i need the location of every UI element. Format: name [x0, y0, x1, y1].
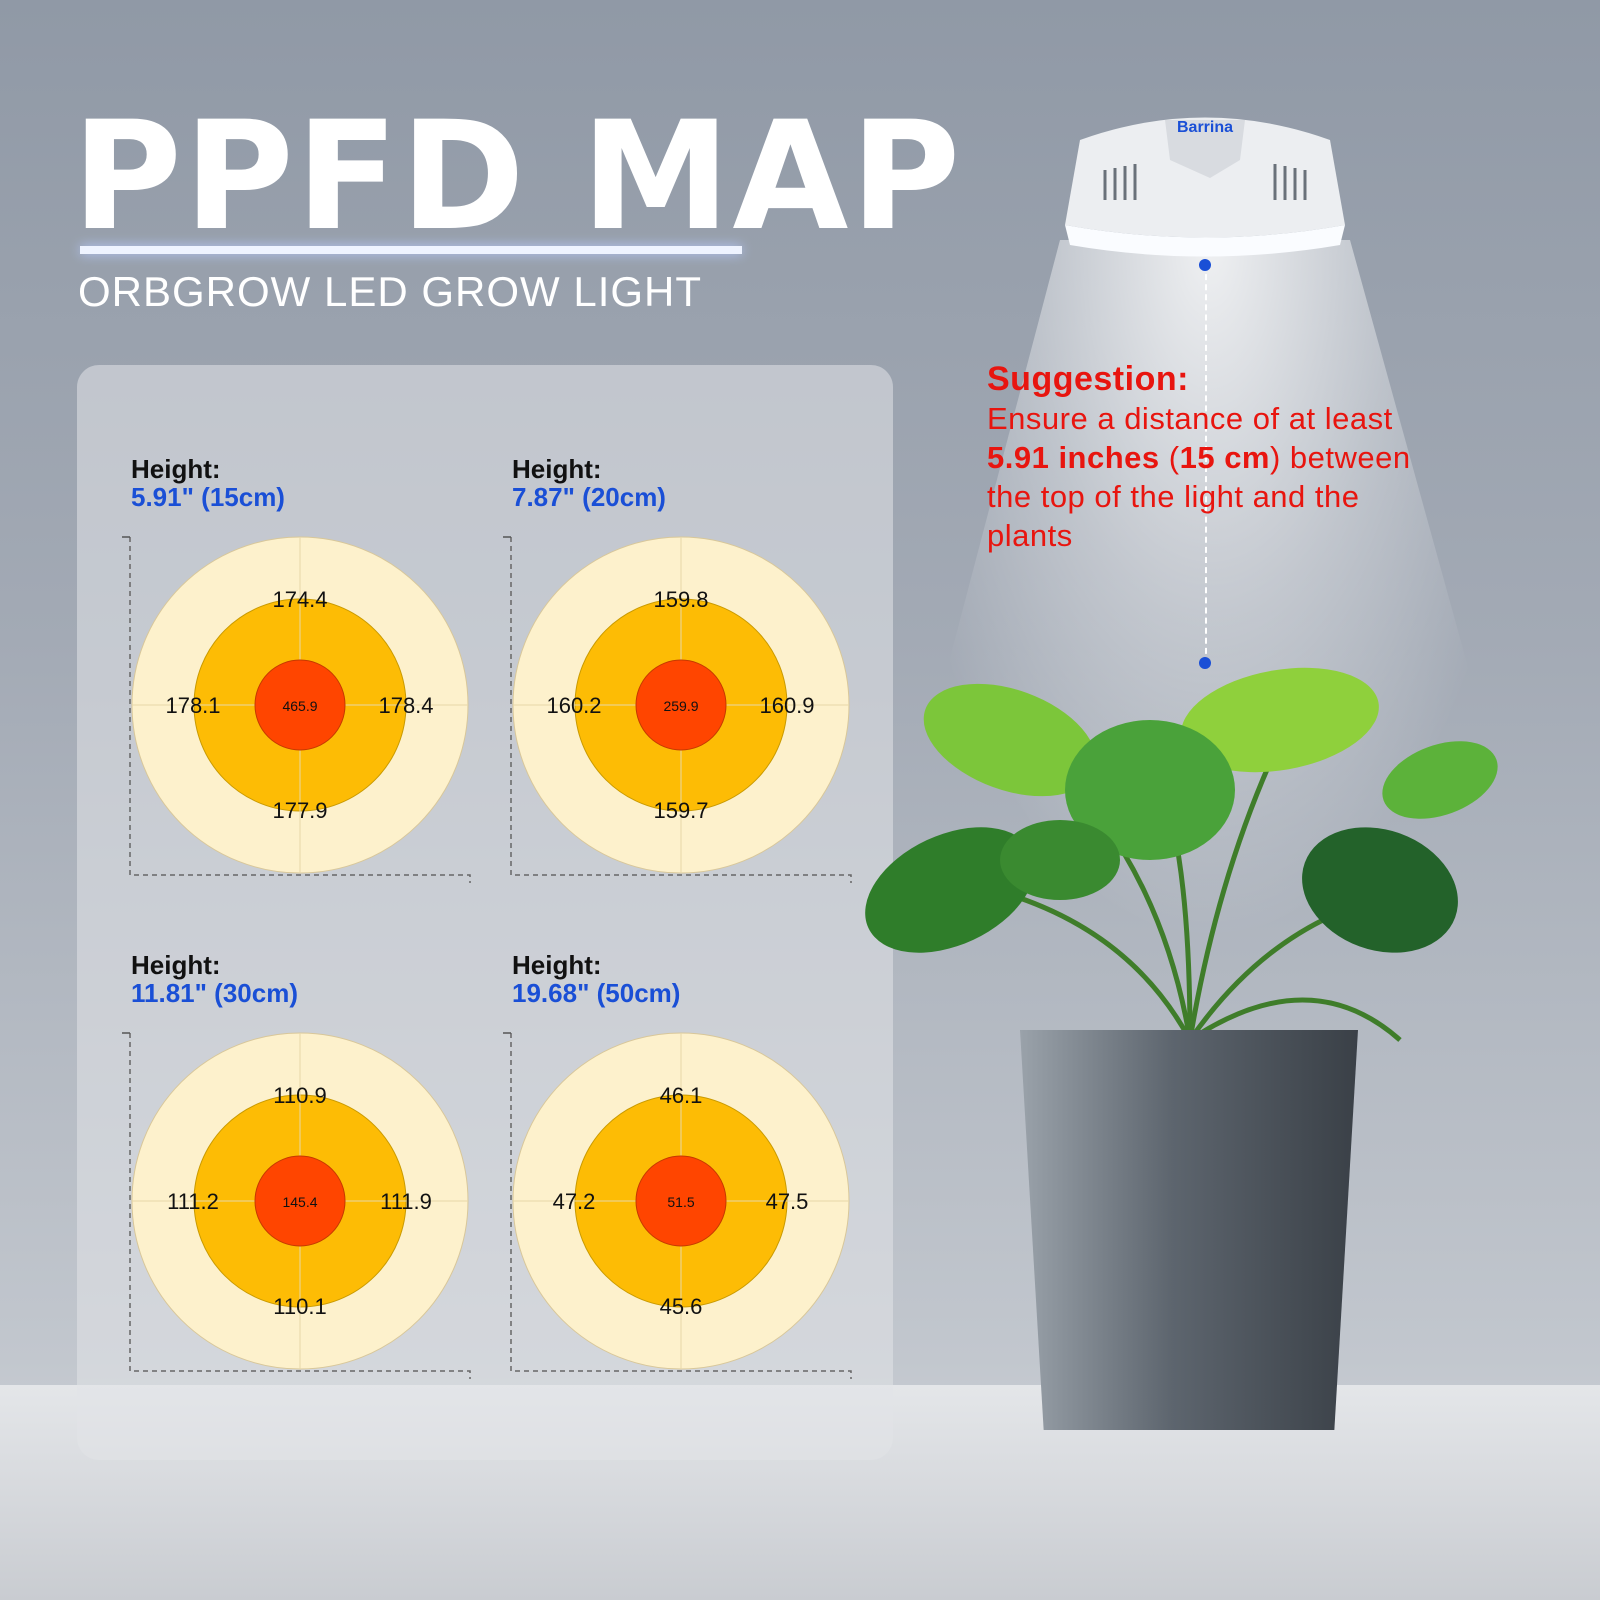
height-key: Height: — [512, 454, 602, 484]
value-left: 47.2 — [553, 1189, 596, 1214]
suggestion-note: Suggestion: Ensure a distance of at leas… — [987, 360, 1487, 555]
lamp-brand-logo: Barrina — [1177, 119, 1233, 136]
height-key: Height: — [131, 454, 221, 484]
height-label: Height: 19.68" (50cm) — [512, 951, 680, 1007]
value-top: 159.8 — [653, 587, 708, 612]
plant-marker-dot — [1199, 657, 1211, 669]
suggestion-line4: plants — [987, 518, 1073, 553]
grow-light-lamp: Barrina — [1060, 100, 1350, 260]
monstera-plant — [860, 660, 1500, 1090]
ppfd-map: 159.8 160.2 160.9 159.7 259.9 — [503, 536, 856, 883]
center-zone — [635, 659, 727, 751]
suggestion-line2-rest: ) between — [1270, 440, 1411, 475]
suggestion-line1: Ensure a distance of at least — [987, 401, 1393, 436]
value-right: 111.9 — [380, 1189, 432, 1214]
value-bottom: 177.9 — [272, 798, 327, 823]
dimension-bracket — [129, 1033, 471, 1379]
center-zone — [254, 659, 346, 751]
center-zone — [254, 1155, 346, 1247]
height-label: Height: 7.87" (20cm) — [512, 455, 666, 511]
ppfd-map: 110.9 111.2 111.9 110.1 145.4 — [122, 1032, 475, 1379]
ppfd-map: 174.4 178.1 178.4 177.9 465.9 — [122, 536, 475, 883]
height-value: 19.68" (50cm) — [512, 978, 681, 1008]
plant-pot — [1020, 1030, 1358, 1430]
lamp-marker-dot — [1199, 259, 1211, 271]
suggestion-title: Suggestion: — [987, 360, 1189, 398]
value-center: 259.9 — [663, 698, 698, 714]
value-top: 110.9 — [273, 1083, 326, 1108]
height-key: Height: — [512, 950, 602, 980]
height-value: 7.87" (20cm) — [512, 482, 666, 512]
suggestion-distance-cm: 15 cm — [1179, 440, 1270, 475]
dimension-bracket — [129, 537, 471, 883]
height-value: 5.91" (15cm) — [131, 482, 285, 512]
height-label: Height: 11.81" (30cm) — [131, 951, 298, 1007]
value-bottom: 159.7 — [653, 798, 708, 823]
ppfd-map: 46.1 47.2 47.5 45.6 51.5 — [503, 1032, 856, 1379]
value-center: 145.4 — [282, 1194, 317, 1210]
value-left: 178.1 — [165, 693, 220, 718]
value-left: 111.2 — [167, 1189, 219, 1214]
paren: ( — [1159, 440, 1180, 475]
distance-line — [1205, 264, 1207, 664]
center-zone — [635, 1155, 727, 1247]
value-right: 47.5 — [766, 1189, 809, 1214]
title-underline — [80, 246, 742, 254]
page-title: PPFD MAP — [72, 90, 963, 264]
suggestion-distance-in: 5.91 inches — [987, 440, 1160, 475]
value-bottom: 45.6 — [660, 1294, 703, 1319]
value-right: 160.9 — [759, 693, 814, 718]
value-center: 465.9 — [282, 698, 317, 714]
value-center: 51.5 — [667, 1194, 694, 1210]
height-value: 11.81" (30cm) — [131, 978, 298, 1008]
dimension-bracket — [510, 537, 852, 883]
height-label: Height: 5.91" (15cm) — [131, 455, 285, 511]
value-left: 160.2 — [546, 693, 601, 718]
value-right: 178.4 — [378, 693, 433, 718]
value-bottom: 110.1 — [273, 1294, 326, 1319]
value-top: 46.1 — [660, 1083, 703, 1108]
value-top: 174.4 — [272, 587, 327, 612]
suggestion-line3: the top of the light and the — [987, 479, 1360, 514]
dimension-bracket — [510, 1033, 852, 1379]
height-key: Height: — [131, 950, 221, 980]
page-subtitle: ORBGROW LED GROW LIGHT — [78, 268, 703, 315]
